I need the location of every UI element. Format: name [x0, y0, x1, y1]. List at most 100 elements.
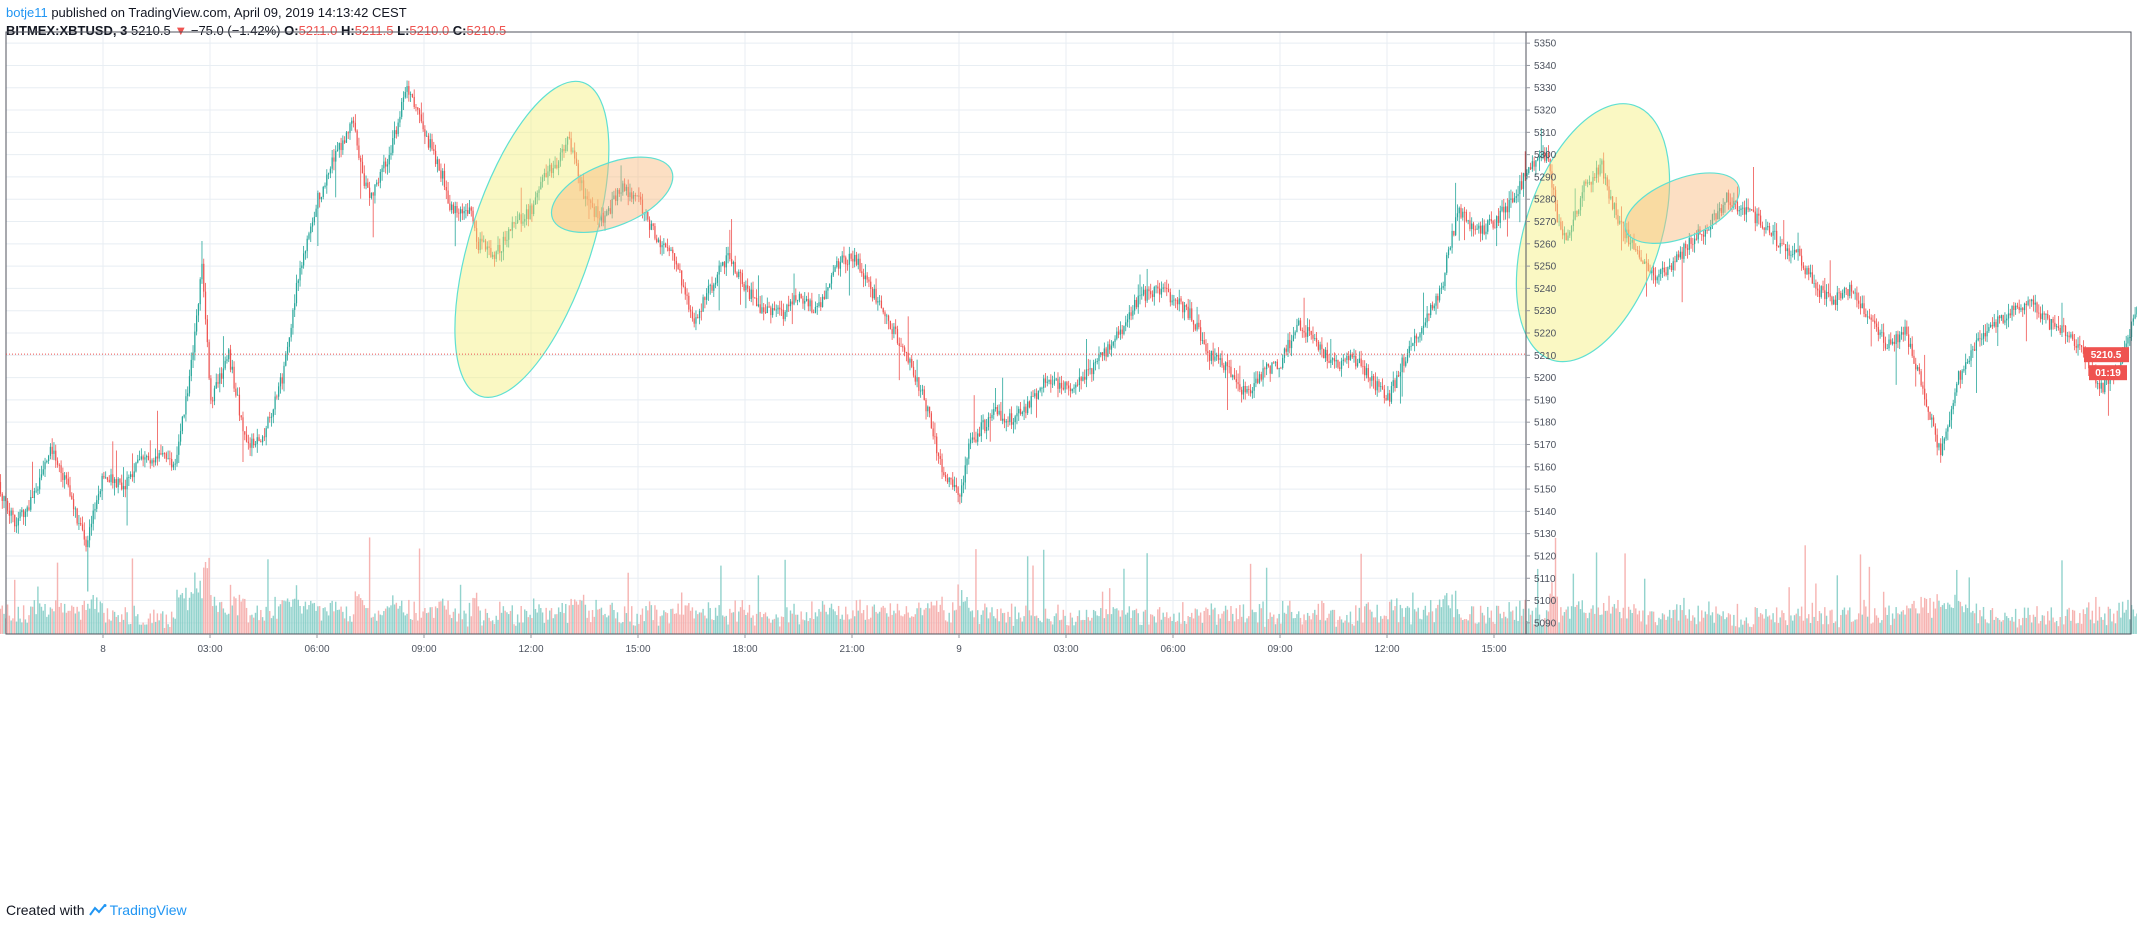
volume-bar: [1453, 617, 1455, 634]
volume-bar: [1989, 610, 1992, 634]
volume-bar: [2116, 610, 2118, 634]
candle-body: [613, 195, 615, 199]
candle-body: [121, 482, 123, 490]
candle-body: [780, 309, 783, 311]
volume-bar: [206, 568, 209, 634]
candle-body: [977, 433, 979, 442]
volume-bar: [1107, 614, 1109, 634]
volume-bar: [1959, 601, 1962, 634]
candle-body: [768, 306, 770, 308]
candle-body: [1567, 235, 1569, 241]
candle-body: [928, 406, 931, 414]
time-axis[interactable]: 8 03:00 06:00 09:00 12:00 15:00 18:00 21:00 9 03:…: [100, 634, 1507, 655]
volume-bar: [1970, 612, 1972, 634]
candle-body: [529, 205, 531, 220]
candle-body: [2075, 345, 2077, 348]
volume-bar: [1852, 621, 1855, 634]
candle-body: [1000, 410, 1002, 421]
candle-body: [1756, 213, 1758, 224]
candle-body: [1726, 192, 1728, 203]
candle-body: [1207, 351, 1209, 353]
candle-body: [1414, 335, 1416, 344]
volume-bar: [993, 616, 995, 634]
candle-body: [456, 205, 458, 213]
candle-body: [959, 494, 961, 497]
candle-body: [631, 192, 633, 199]
candle-body: [891, 329, 893, 335]
ellipse-annotation-orange[interactable]: [1615, 159, 1749, 258]
volume-bar: [1966, 608, 1969, 634]
candle-body: [1685, 243, 1687, 249]
candle-body: [1512, 198, 1514, 203]
volume-bar: [147, 618, 150, 634]
candle-body: [276, 396, 278, 398]
volume-bar: [1991, 608, 1994, 634]
volume-bar: [1865, 606, 1867, 634]
volume-bar: [941, 596, 943, 634]
candle-body: [1504, 206, 1507, 213]
volume-bar: [1536, 568, 1539, 634]
volume-bar: [2134, 616, 2136, 634]
candle-body: [1701, 234, 1703, 236]
volume-bar: [445, 609, 448, 634]
y-tick-label: 5220: [1534, 329, 1557, 340]
volume-bar: [2105, 625, 2108, 634]
price-axis[interactable]: 5090510051105120513051405150516051705180…: [1526, 39, 1557, 630]
candle-body: [1629, 242, 1632, 245]
ellipse-annotation-orange[interactable]: [541, 142, 683, 248]
candle-body: [1720, 207, 1722, 213]
volume-bar: [905, 606, 908, 634]
candle-body: [156, 456, 159, 459]
volume-bar: [1146, 553, 1148, 634]
volume-bar: [1702, 617, 1705, 634]
candle-body: [1845, 288, 1847, 290]
volume-bar: [1845, 614, 1847, 634]
candle-body: [80, 523, 82, 525]
ellipse-annotation-yellow[interactable]: [423, 64, 640, 415]
volume-bar: [156, 613, 159, 634]
candle-body: [777, 307, 779, 310]
author-link[interactable]: botje11: [6, 5, 48, 20]
candle-body: [1249, 389, 1252, 394]
tradingview-brand[interactable]: TradingView: [88, 902, 187, 918]
volume-bar: [1310, 619, 1312, 634]
volume-bar: [1308, 615, 1311, 634]
candle-body: [2009, 313, 2011, 316]
candle-body: [650, 223, 652, 230]
candle-body: [178, 441, 180, 455]
volume-bar: [172, 617, 175, 634]
volume-bar: [1114, 608, 1116, 634]
drawing-annotations[interactable]: [423, 64, 1749, 415]
volume-bar: [1677, 620, 1680, 634]
candle-body: [1003, 418, 1006, 423]
candle-body: [504, 236, 506, 241]
candle-body: [825, 290, 827, 299]
candle-body: [349, 123, 351, 134]
candle-body: [97, 493, 100, 501]
ellipse-annotation-yellow[interactable]: [1487, 84, 1699, 380]
candle-body: [925, 400, 927, 412]
candle-body: [2059, 327, 2061, 333]
volume-bar: [1560, 607, 1562, 634]
candle-body: [738, 271, 740, 277]
volume-bar: [1825, 615, 1828, 634]
y-tick-label: 5350: [1534, 39, 1557, 50]
candle-body: [1759, 215, 1762, 226]
volume-bar: [1708, 601, 1710, 634]
candle-body: [2120, 362, 2122, 367]
candle-body: [92, 510, 94, 524]
volume-bar: [386, 606, 389, 634]
volume-bar: [491, 620, 494, 634]
volume-bar: [2084, 614, 2086, 634]
last-price: 5210.5: [130, 23, 171, 38]
candle-body: [811, 300, 813, 313]
volume-bar: [1069, 612, 1072, 634]
volume-bar: [3, 613, 5, 634]
candle-body: [1365, 368, 1368, 376]
volume-bar: [1713, 622, 1715, 634]
candle-body: [2043, 313, 2045, 315]
volume-bar: [500, 612, 503, 634]
candle-body: [256, 437, 258, 445]
volume-bar: [944, 620, 947, 634]
